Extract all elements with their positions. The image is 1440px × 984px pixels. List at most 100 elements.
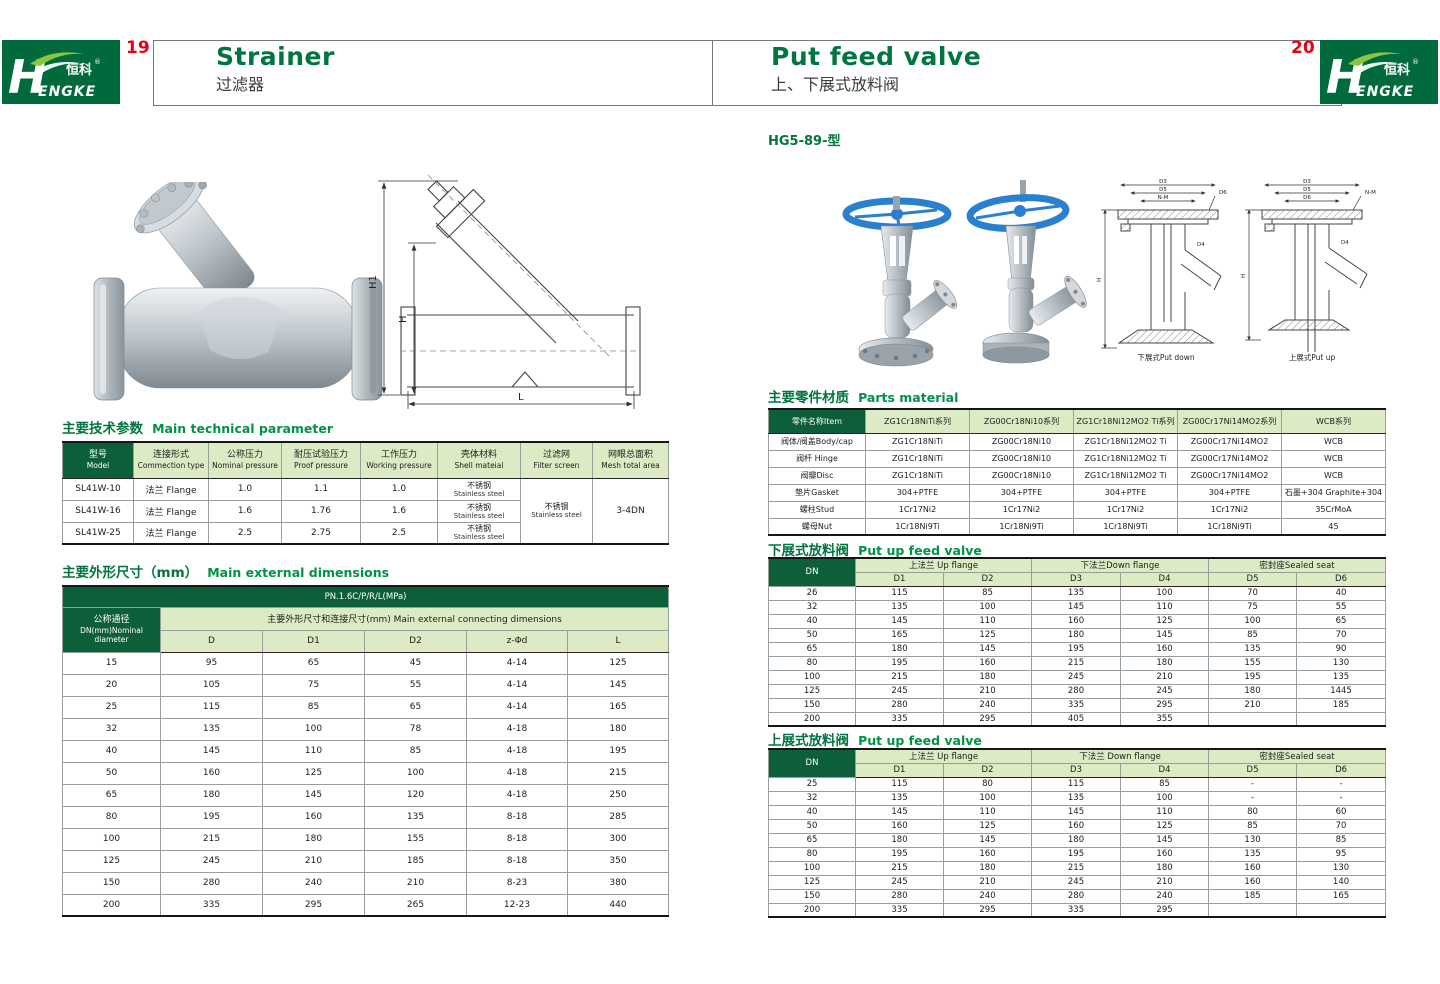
logo-leaf-icon	[30, 52, 84, 66]
dim-label-d5: D5	[1303, 187, 1311, 193]
table-cell: 4-14	[466, 651, 568, 675]
feed-col-d3: D3	[1031, 571, 1122, 587]
table-cell: 不锈钢 Stainless steel	[437, 499, 521, 523]
table-cell: 335	[855, 711, 944, 727]
table-cell: 100	[1120, 585, 1210, 601]
table-cell	[1208, 902, 1298, 918]
table-cell: 145	[855, 613, 944, 629]
strainer-centerlines	[400, 174, 640, 360]
brand-logo-right: H 恒科 ® ENGKE	[1320, 40, 1438, 104]
table-cell: 210	[942, 874, 1033, 890]
table-cell: WCB	[1281, 449, 1386, 468]
table-cell: 145	[1031, 599, 1122, 615]
table-cell: 1Cr18Ni9Ti	[969, 517, 1074, 536]
table-cell: 115	[1031, 776, 1122, 792]
table-cell: 160	[262, 805, 365, 829]
table-row: 垫片Gasket 304+PTFE 304+PTFE 304+PTFE 304+PTFE…	[768, 483, 1386, 502]
table-cell: 阀杆 Hinge	[768, 449, 866, 468]
table-cell: 50	[62, 761, 161, 785]
table-cell: ZG1Cr18NiTi	[865, 449, 970, 468]
table-cell: 45	[364, 651, 467, 675]
up-table-title: 上展式放料阀 Put up feed valve	[768, 729, 982, 749]
feed-dn-header: DN	[768, 557, 856, 587]
table-row: 100 215 180 155 8-18 300	[62, 827, 670, 851]
feed-group-up-flange: 上法兰 Up flange	[854, 748, 1033, 764]
table-cell: 185	[1296, 697, 1387, 713]
page-number-right: 20	[1291, 38, 1315, 58]
table-cell: 1Cr18Ni9Ti	[1073, 517, 1178, 536]
parts-header-row: 零件名称Item ZG1Cr18NiTi系列 ZG00Cr18Ni10系列 ZG…	[768, 408, 1386, 434]
table-cell: 125	[62, 849, 161, 873]
right-page-title-zh: 上、下展式放料阀	[771, 75, 900, 95]
parts-material-table: 零件名称Item ZG1Cr18NiTi系列 ZG00Cr18Ni10系列 ZG…	[768, 408, 1386, 536]
feed-group-sealed-seat: 密封座Sealed seat	[1208, 748, 1387, 764]
feed-col-d2: D2	[942, 571, 1033, 587]
table-cell: 115	[160, 695, 263, 719]
tech-title-zh: 主要技术参数	[62, 421, 143, 437]
table-cell: 100	[262, 717, 365, 741]
parts-title-en: Parts material	[858, 390, 959, 405]
model-number-label: HG5-89-型	[768, 134, 841, 149]
valve-body	[882, 279, 958, 339]
table-row: 100 215 180 245 210 195 135	[768, 669, 1387, 685]
table-cell: 160	[160, 761, 263, 785]
dims-group-row: 公称通径 DN(mm)Nominal diameter 主要外形尺寸和连接尺寸(…	[62, 606, 670, 653]
tech-header-connection: 连接形式 Commection type	[133, 441, 209, 479]
tech-header-shell: 壳体材料 Shell mateial	[437, 441, 521, 479]
table-row: SL41W-10 法兰 Flange 1.0 1.1 1.0 不锈钢 Stainl…	[62, 477, 669, 545]
feed-group-sealed-seat: 密封座Sealed seat	[1208, 557, 1387, 573]
table-cell: 2.5	[360, 521, 438, 545]
parts-section-title: 主要零件材质 Parts material	[768, 386, 958, 406]
right-page-title-en: Put feed valve	[771, 42, 982, 71]
table-cell: 110	[1120, 599, 1210, 615]
table-cell: 120	[364, 783, 467, 807]
dims-col-l: L	[566, 629, 670, 653]
table-cell: 85	[1208, 627, 1298, 643]
table-row: 65 180 145 120 4-18 250	[62, 783, 670, 807]
table-cell: 210	[1120, 669, 1210, 685]
table-cell: 160	[1031, 818, 1122, 834]
table-cell: 195	[1208, 669, 1298, 685]
table-cell: 245	[1031, 669, 1122, 685]
table-cell: 280	[160, 871, 263, 895]
table-cell: 180	[855, 832, 944, 848]
table-cell: 100	[1208, 613, 1298, 629]
feed-group-up-flange: 上法兰 Up flange	[854, 557, 1033, 573]
table-cell: 210	[364, 871, 467, 895]
strainer-photo	[88, 174, 388, 421]
put-up-feed-valve-table: DN 上法兰 Up flange 下法兰 Down flange 密封座Seal…	[768, 748, 1387, 918]
table-cell: 245	[160, 849, 263, 873]
table-cell: 304+PTFE	[1073, 483, 1178, 502]
table-cell: 280	[855, 888, 944, 904]
feed-col-d6: D6	[1296, 762, 1387, 778]
table-cell: 8-18	[466, 805, 568, 829]
logo-en-rest: ENGKE	[1356, 84, 1414, 100]
dims-dn-header: 公称通径 DN(mm)Nominal diameter	[62, 606, 161, 653]
table-cell: 165	[855, 627, 944, 643]
valve-body	[1008, 275, 1087, 333]
table-cell: 8-18	[466, 827, 568, 851]
down-title-en: Put up feed valve	[858, 543, 982, 558]
dims-col-d1: D1	[262, 629, 365, 653]
table-cell: 8-23	[466, 871, 568, 895]
table-cell: 法兰 Flange	[133, 477, 209, 501]
table-row: 80 195 160 215 180 155 130	[768, 655, 1387, 671]
dim-label-d4: D4	[1197, 242, 1205, 248]
table-row: 50 160 125 160 125 85 70	[768, 818, 1387, 834]
table-row: 200 335 295 335 295	[768, 902, 1387, 918]
logo-leaf-white-icon	[34, 62, 80, 73]
brand-logo-left: H 恒科 ® ENGKE	[2, 40, 120, 104]
table-cell: WCB	[1281, 432, 1386, 451]
valve-yoke	[880, 196, 914, 283]
table-cell: 150	[768, 888, 856, 904]
dims-pressure-band: PN.1.6C/P/R/L(MPa)	[61, 585, 670, 608]
table-cell: 215	[566, 761, 670, 785]
valve-photo-right	[958, 178, 1093, 375]
table-cell: 160	[942, 655, 1033, 671]
table-cell: 215	[1031, 860, 1122, 876]
table-cell: 50	[768, 818, 856, 834]
table-cell: 1Cr17Ni2	[1177, 500, 1282, 519]
table-cell: 135	[1208, 641, 1298, 657]
table-cell: 1.6	[208, 499, 282, 523]
feed-subheader-row: D1 D2 D3 D4 D5 D6	[769, 571, 1387, 587]
